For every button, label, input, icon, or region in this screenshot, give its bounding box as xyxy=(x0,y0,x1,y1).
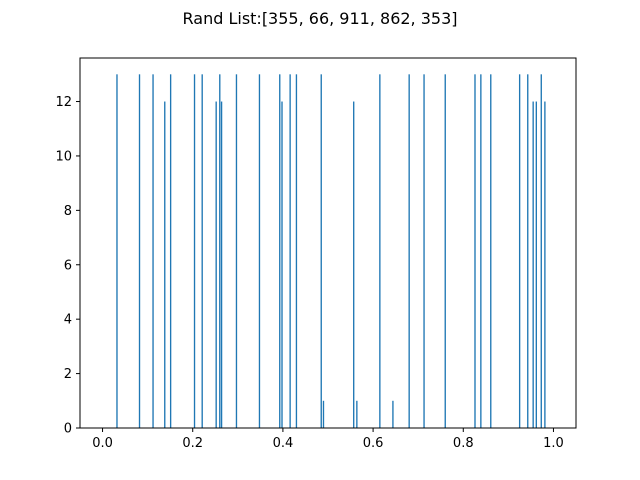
bar xyxy=(152,74,154,428)
bar xyxy=(201,74,203,428)
y-tick-label: 4 xyxy=(64,313,72,328)
bar xyxy=(544,101,546,428)
bar xyxy=(379,74,381,428)
bar xyxy=(258,74,261,428)
plot-frame xyxy=(79,57,577,429)
bar xyxy=(164,101,166,428)
bar xyxy=(215,101,217,428)
y-tick-label: 8 xyxy=(64,204,72,219)
bar xyxy=(356,400,358,428)
y-tick-label: 6 xyxy=(64,258,72,273)
bar xyxy=(353,101,355,428)
bar xyxy=(320,74,322,428)
x-tick-label: 0.4 xyxy=(273,436,294,451)
y-tick-label: 12 xyxy=(55,95,72,110)
bar xyxy=(219,74,221,428)
chart-title: Rand List:[355, 66, 911, 862, 353] xyxy=(183,9,458,28)
bar xyxy=(220,101,223,428)
x-tick-label: 0.0 xyxy=(92,436,113,451)
bar xyxy=(540,74,542,428)
bar xyxy=(444,74,446,428)
bar xyxy=(392,400,394,428)
bar-series xyxy=(116,74,546,428)
x-tick-label: 0.6 xyxy=(363,436,384,451)
bar xyxy=(423,74,425,428)
x-tick-label: 0.8 xyxy=(453,436,474,451)
bar xyxy=(295,74,298,428)
y-tick-label: 10 xyxy=(55,149,72,164)
y-axis: 0 2 4 6 8 10 12 xyxy=(55,95,80,437)
bar xyxy=(281,101,283,428)
bar xyxy=(235,74,238,428)
x-axis: 0.0 0.2 0.4 0.6 0.8 1.0 xyxy=(92,428,564,451)
bar xyxy=(279,74,281,428)
bar xyxy=(518,74,521,428)
bar xyxy=(535,101,537,428)
bar xyxy=(138,74,141,428)
bar xyxy=(490,74,492,428)
y-tick-label: 0 xyxy=(64,422,72,437)
bar xyxy=(527,74,529,428)
bar xyxy=(532,101,534,428)
bar xyxy=(474,74,476,428)
bar xyxy=(322,400,325,428)
bar xyxy=(116,74,118,428)
x-tick-label: 1.0 xyxy=(543,436,564,451)
bar xyxy=(169,74,172,428)
bar xyxy=(408,74,410,428)
bar xyxy=(289,74,291,428)
bar xyxy=(193,74,196,428)
bar xyxy=(480,74,482,428)
x-tick-label: 0.2 xyxy=(182,436,203,451)
y-tick-label: 2 xyxy=(64,367,72,382)
